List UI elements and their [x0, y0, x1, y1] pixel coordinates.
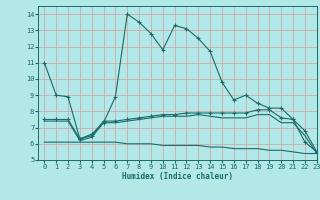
- X-axis label: Humidex (Indice chaleur): Humidex (Indice chaleur): [122, 172, 233, 181]
